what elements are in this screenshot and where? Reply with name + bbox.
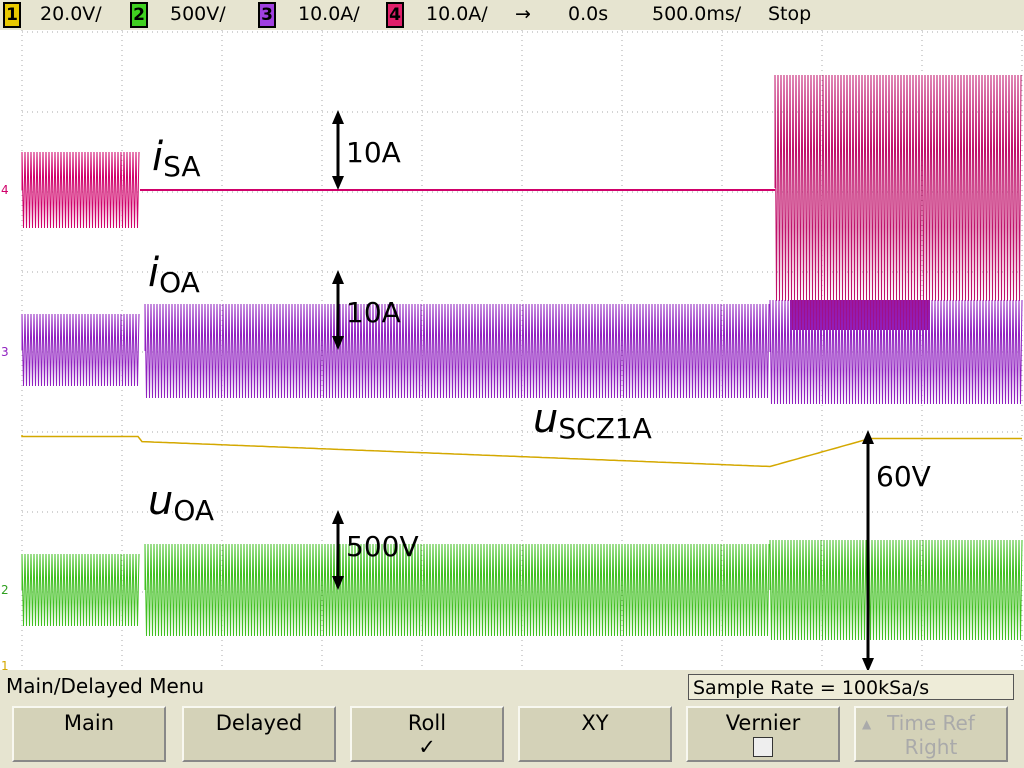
symbol: i [152, 134, 163, 180]
softkey[interactable]: Delayed [182, 706, 336, 762]
subscript: OA [159, 266, 200, 299]
softkey: ▲ Time Ref Right [854, 706, 1008, 762]
header: 1 20.0V/ 2 500V/ 3 10.0A/ 4 10.0A/ → 0.0… [0, 0, 1024, 30]
waveforms [21, 74, 1023, 641]
softkey[interactable]: XY [518, 706, 672, 762]
subscript: OA [173, 494, 214, 527]
scale-arrows [336, 116, 870, 666]
softkey[interactable]: Vernier [686, 706, 840, 762]
scale-labels: 10A 10A 500V 60V [346, 136, 931, 563]
scale-label: 10A [346, 296, 401, 329]
softkey[interactable]: Roll ✓ [350, 706, 504, 762]
ch-marker: 2 [1, 583, 9, 597]
trace [774, 74, 1022, 302]
ch-scale: 10.0A/ [298, 3, 360, 25]
ch-marker: 3 [1, 345, 9, 359]
run-status: Stop [768, 3, 812, 25]
ch-scale: 500V/ [170, 3, 226, 25]
channel-markers: 4 3 2 1 [1, 183, 9, 670]
subscript: SCZ1A [558, 412, 651, 445]
softkey-label: Vernier [725, 711, 801, 735]
trace [21, 313, 140, 387]
scale-label: 500V [346, 530, 419, 563]
trace [769, 539, 1023, 641]
subscript: SA [163, 150, 200, 183]
waveform-display: 4 3 2 1 iSA iOA uSCZ1A uOA 10A 10A 500V … [0, 30, 1024, 670]
ch-number: 1 [3, 2, 21, 28]
ch-number: 3 [258, 2, 276, 28]
delay-arrow: → [515, 3, 531, 25]
delay: 0.0s [568, 3, 609, 25]
checkbox [753, 737, 773, 757]
annotation: uSCZ1A [533, 396, 652, 445]
softkey-label: Delayed [215, 711, 303, 735]
annotations: iSA iOA uSCZ1A uOA [148, 134, 652, 527]
trace [21, 151, 140, 229]
ch-number: 2 [130, 2, 148, 28]
symbol: u [533, 396, 558, 442]
annotation: uOA [148, 478, 214, 527]
symbol: u [148, 478, 173, 524]
trace [21, 553, 140, 627]
softkey[interactable]: Main [12, 706, 166, 762]
symbol: i [148, 250, 159, 296]
annotation: iOA [148, 250, 200, 299]
softkey-label: XY [581, 711, 609, 735]
scale-label: 10A [346, 136, 401, 169]
softkey-label: Right [904, 735, 958, 759]
ch-number: 4 [386, 2, 404, 28]
trace [21, 435, 1022, 468]
trace [769, 299, 1023, 405]
sample-rate: Sample Rate = 100kSa/s [688, 674, 1014, 700]
timebase: 500.0ms/ [652, 3, 742, 25]
softkey-label: Roll [407, 711, 447, 735]
check-mark: ✓ [418, 735, 436, 759]
scale-label: 60V [876, 460, 931, 493]
menu-title: Main/Delayed Menu [6, 674, 205, 698]
ch-scale: 10.0A/ [426, 3, 488, 25]
softkey-label: Time Ref [887, 711, 975, 735]
softkey-label: Main [63, 711, 115, 735]
ch-marker: 1 [1, 659, 9, 670]
trace [144, 303, 770, 399]
ch-scale: 20.0V/ [40, 3, 102, 25]
up-icon: ▲ [862, 717, 872, 731]
ch-marker: 4 [1, 183, 9, 197]
annotation: iSA [152, 134, 201, 183]
trace [144, 543, 770, 637]
